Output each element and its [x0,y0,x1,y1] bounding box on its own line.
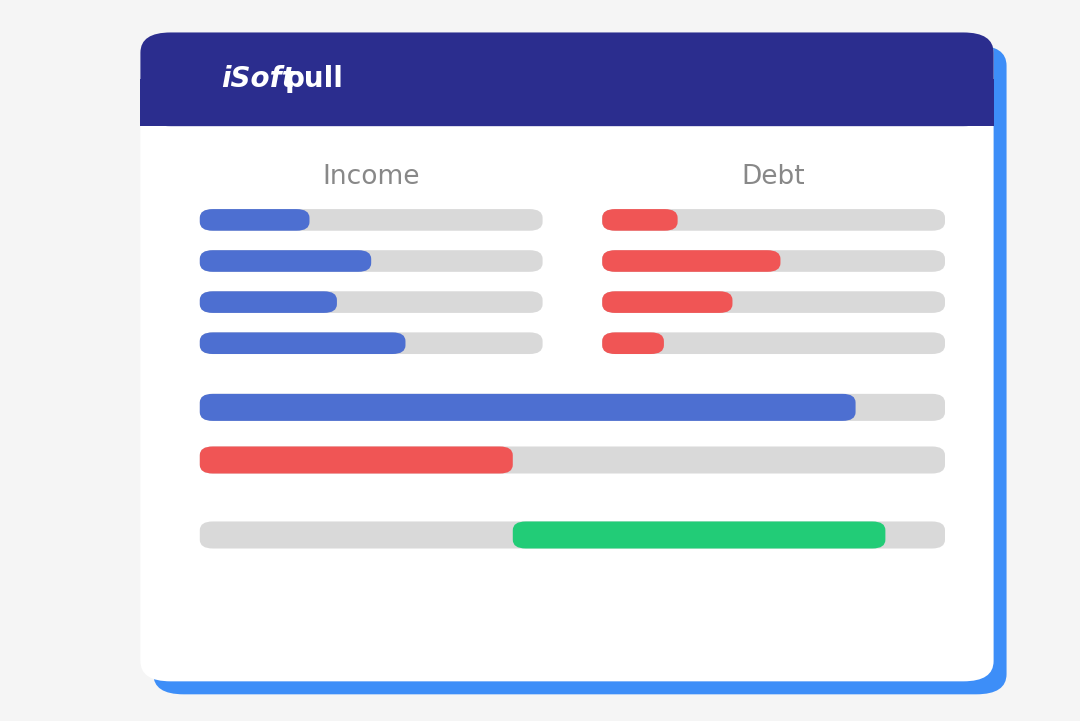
FancyBboxPatch shape [200,209,542,231]
Text: Debt: Debt [742,164,806,190]
Text: Income: Income [323,164,420,190]
FancyBboxPatch shape [603,209,677,231]
FancyBboxPatch shape [200,209,310,231]
FancyBboxPatch shape [200,291,542,313]
FancyBboxPatch shape [200,446,513,474]
FancyBboxPatch shape [200,394,855,421]
Bar [140,79,994,126]
FancyBboxPatch shape [153,45,1007,694]
FancyBboxPatch shape [603,250,781,272]
FancyBboxPatch shape [140,32,994,126]
Text: pull: pull [285,66,345,93]
Text: iSoft: iSoft [221,66,296,93]
FancyBboxPatch shape [603,291,945,313]
FancyBboxPatch shape [200,332,542,354]
FancyBboxPatch shape [513,521,886,549]
FancyBboxPatch shape [200,521,945,549]
FancyBboxPatch shape [603,332,945,354]
FancyBboxPatch shape [140,32,994,681]
FancyBboxPatch shape [200,394,945,421]
FancyBboxPatch shape [603,332,664,354]
FancyBboxPatch shape [200,446,945,474]
FancyBboxPatch shape [603,250,945,272]
FancyBboxPatch shape [200,250,542,272]
FancyBboxPatch shape [603,291,732,313]
FancyBboxPatch shape [200,250,372,272]
FancyBboxPatch shape [200,332,405,354]
FancyBboxPatch shape [603,209,945,231]
FancyBboxPatch shape [200,291,337,313]
